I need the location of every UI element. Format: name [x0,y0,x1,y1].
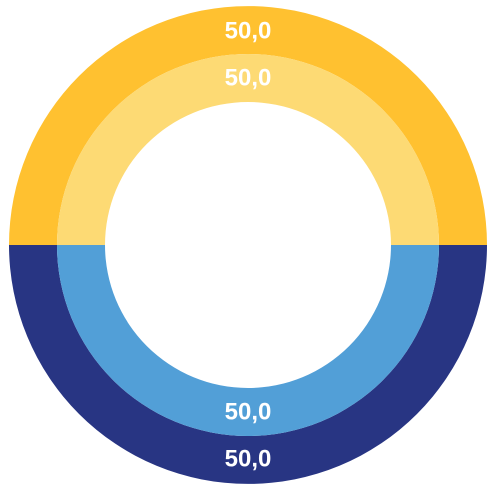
inner-ring-slice-2 [57,245,439,436]
inner-ring-slice-2-label: 50,0 [225,399,272,426]
outer-ring-slice-1 [9,6,487,246]
inner-ring-slice-1-label: 50,0 [225,65,272,92]
outer-ring-slice-1-label: 50,0 [225,18,272,45]
inner-ring-slice-1 [57,54,439,245]
outer-ring-slice-2-label: 50,0 [225,446,272,473]
outer-ring-slice-2 [9,245,487,484]
